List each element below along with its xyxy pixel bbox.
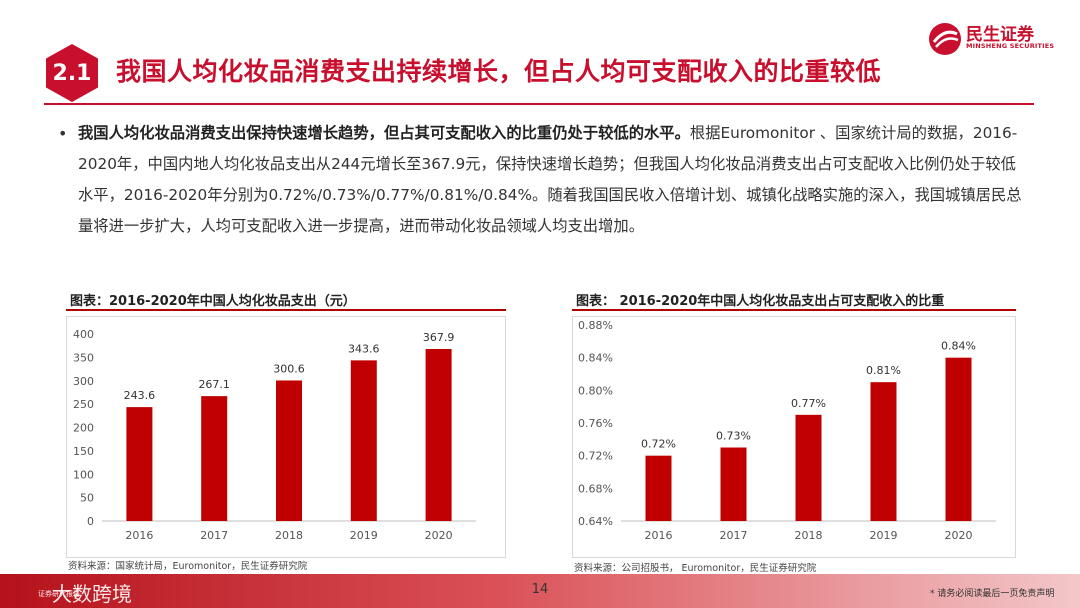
page-number: 14 — [531, 582, 549, 597]
chart1-bar — [276, 380, 302, 521]
chart1-title: 图表：2016-2020年中国人均化妆品支出（元） — [70, 294, 356, 309]
chart1-ytick-label: 300 — [73, 375, 94, 388]
chart1-bar — [201, 396, 228, 521]
chart2-data-label: 0.73% — [716, 430, 751, 443]
chart1-source: 资料来源：国家统计局，Euromonitor，民生证券研究院 — [68, 561, 308, 572]
section-number: 2.1 — [52, 60, 92, 86]
chart1-category-label: 2016 — [125, 529, 153, 542]
footer-disclaimer: * 请务必阅读最后一页免责声明 — [930, 589, 1055, 599]
chart1-ytick-label: 250 — [73, 398, 94, 411]
chart2-ytick-label: 0.84% — [578, 352, 613, 365]
watermark-text: 大数跨境 — [52, 582, 132, 606]
chart1-category-label: 2019 — [350, 529, 378, 542]
chart2-title: 图表： 2016-2020年中国人均化妆品支出占可支配收入的比重 — [576, 294, 945, 309]
logo-chinese-name: 民生证券 — [966, 25, 1034, 45]
chart2-ytick-label: 0.80% — [578, 384, 613, 397]
paragraph-text: 根据Euromonitor 、国家统计局的数据，2016-2020年，中国内地人… — [78, 124, 1022, 235]
chart1-ytick-label: 200 — [73, 422, 94, 435]
chart2-ytick-label: 0.64% — [578, 515, 613, 528]
chart1-ytick-label: 50 — [80, 492, 94, 505]
chart2-ytick-label: 0.76% — [578, 417, 613, 430]
watermark-subtext: 证券研究报告 — [38, 590, 80, 598]
body-paragraph: 我国人均化妆品消费支出保持快速增长趋势，但占其可支配收入的比重仍处于较低的水平。… — [78, 118, 1028, 242]
bullet-marker: • — [58, 124, 68, 143]
chart2-plot: 0.64% 0.68% 0.72% 0.76% 0.80% 0.84% 0.88% 0.72%… — [578, 319, 996, 542]
chart2-ytick-label: 0.68% — [578, 482, 613, 495]
chart2-ytick-label: 0.88% — [578, 319, 613, 332]
title-divider — [44, 103, 1034, 105]
chart1-data-label: 300.6 — [273, 362, 305, 375]
chart2-category-label: 2017 — [720, 529, 748, 542]
chart2-ytick-label: 0.72% — [578, 450, 613, 463]
chart2-bar — [720, 447, 747, 521]
page-title: 我国人均化妆品消费支出持续增长，但占人均可支配收入的比重较低 — [116, 57, 882, 86]
chart1-data-label: 267.1 — [198, 378, 230, 391]
chart1-data-label: 367.9 — [423, 331, 455, 344]
chart2-category-label: 2016 — [645, 529, 673, 542]
logo-english-name: MINSHENG SECURITIES — [966, 42, 1055, 50]
chart2-data-label: 0.77% — [791, 397, 826, 410]
chart1-data-label: 343.6 — [348, 342, 380, 355]
chart1-category-label: 2017 — [200, 529, 228, 542]
chart1-title-rule — [66, 309, 506, 311]
chart1-bar — [126, 407, 153, 521]
footer-bar — [0, 574, 1080, 608]
minsheng-logo-icon — [929, 23, 961, 55]
chart2-bar — [945, 357, 972, 521]
chart1-ytick-label: 100 — [73, 468, 94, 481]
chart2-category-label: 2020 — [945, 529, 973, 542]
chart1-category-label: 2018 — [275, 529, 303, 542]
chart2-source: 资料来源：公司招股书， Euromonitor，民生证券研究院 — [574, 563, 817, 574]
chart2-bar — [870, 382, 897, 521]
chart1-ytick-label: 150 — [73, 445, 94, 458]
chart2-bar — [795, 414, 822, 521]
chart2-title-rule — [572, 309, 1016, 311]
chart2-category-label: 2018 — [795, 529, 823, 542]
chart1-ytick-label: 400 — [73, 328, 94, 341]
section-hexagon — [46, 44, 98, 102]
chart1-bar — [350, 360, 377, 521]
chart1-data-label: 243.6 — [124, 389, 155, 402]
chart2-data-label: 0.84% — [941, 340, 976, 353]
chart1-bar — [425, 349, 452, 521]
chart1-category-label: 2020 — [425, 529, 453, 542]
chart1-ytick-label: 350 — [73, 351, 94, 364]
chart1-plot: 0 50 100 150 200 250 300 350 400 243.6 2016 267.1 20… — [73, 328, 476, 542]
paragraph-lead: 我国人均化妆品消费支出保持快速增长趋势，但占其可支配收入的比重仍处于较低的水平。 — [78, 124, 690, 142]
chart2-bar — [645, 455, 672, 521]
chart1-ytick-label: 0 — [87, 515, 94, 528]
chart2-data-label: 0.72% — [641, 438, 676, 451]
chart2-data-label: 0.81% — [866, 364, 901, 377]
chart2-category-label: 2019 — [870, 529, 898, 542]
